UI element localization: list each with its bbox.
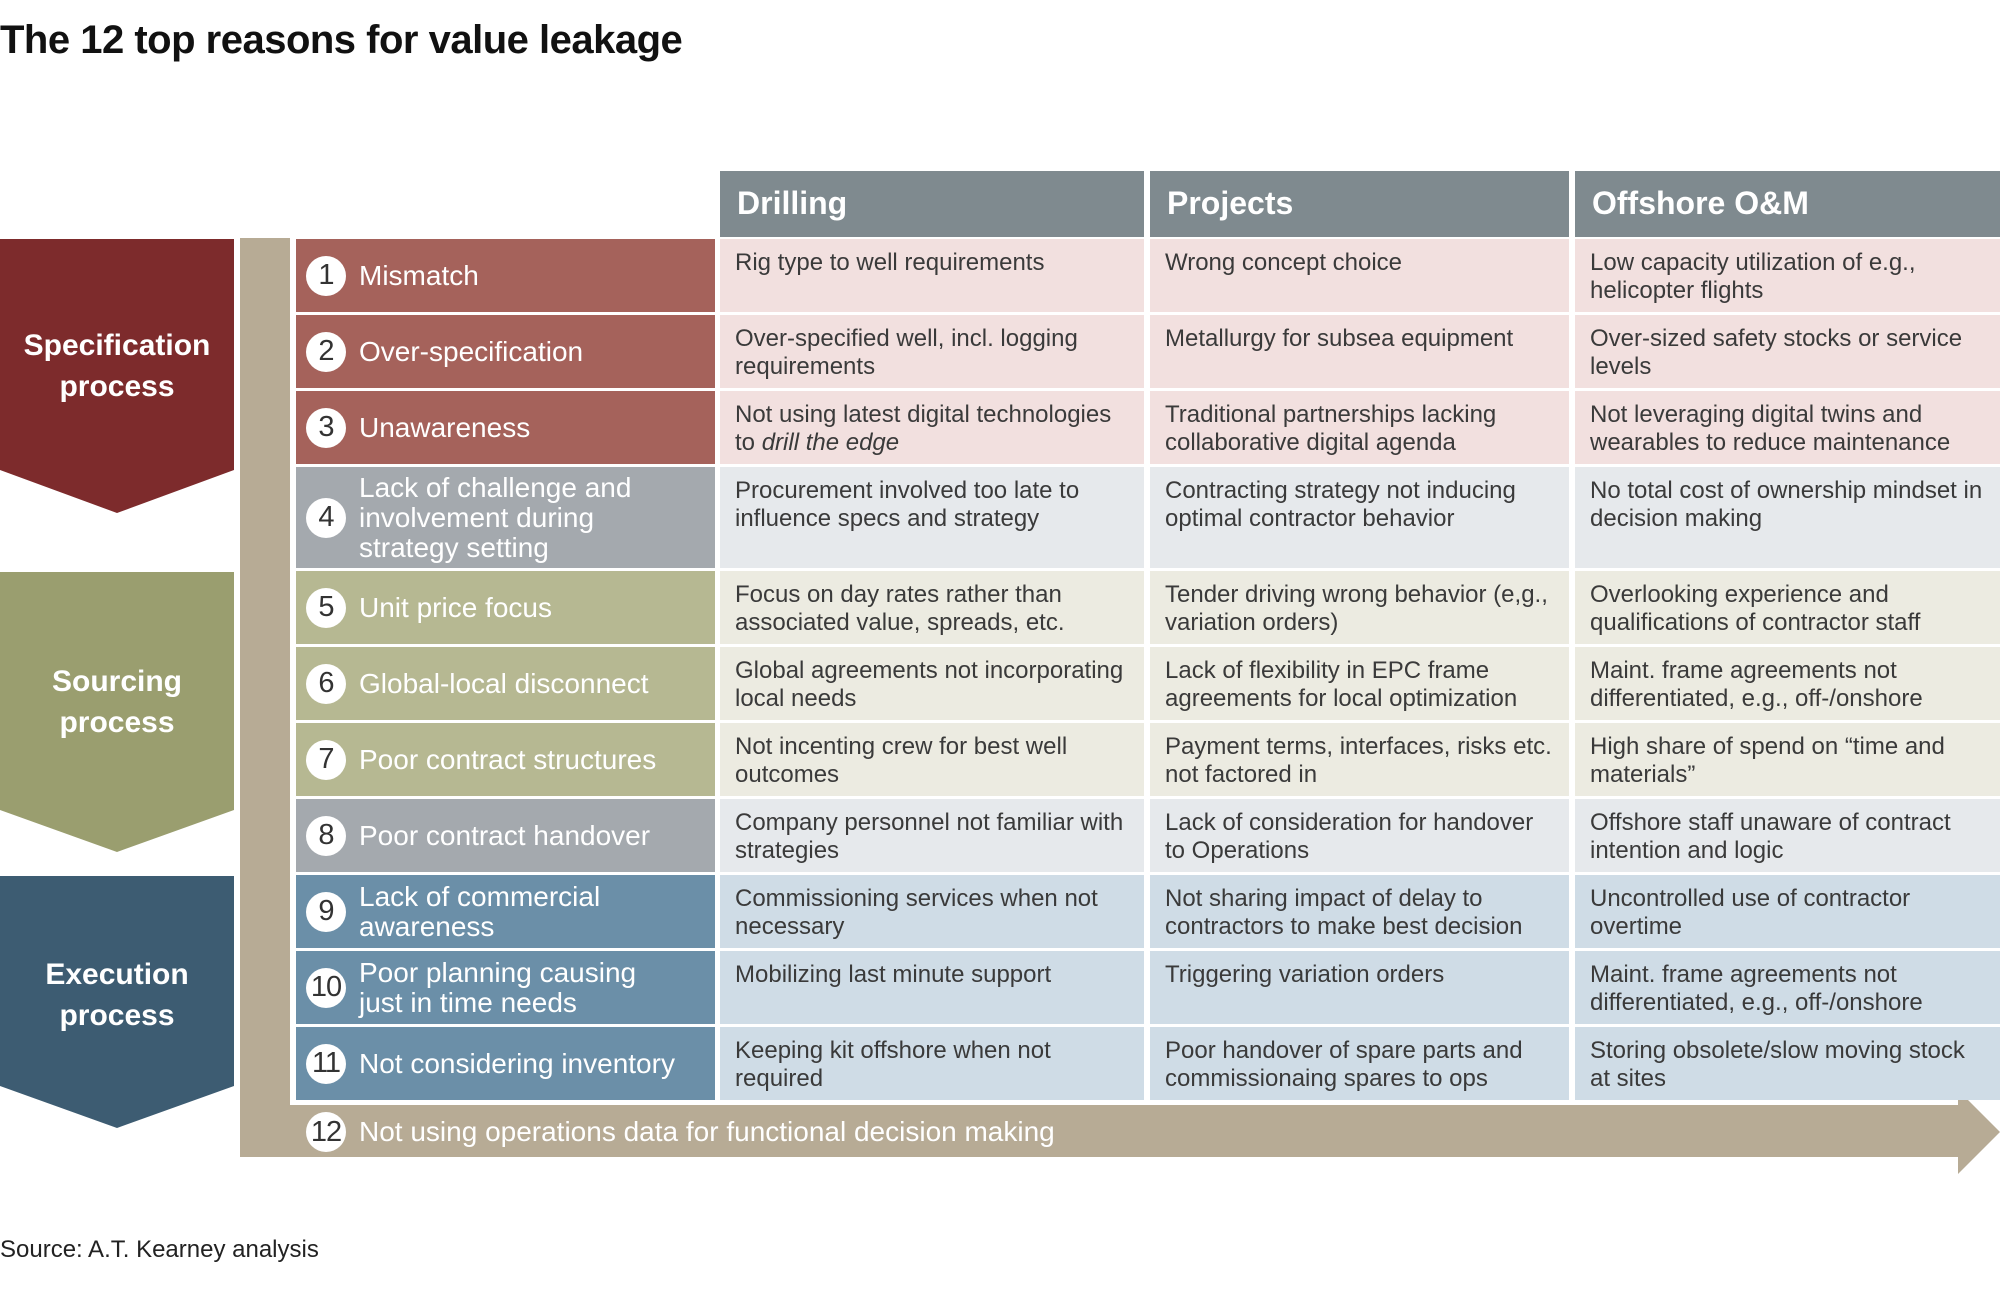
projects-cell-8: Lack of consideration for handover to Op… — [1150, 799, 1569, 872]
offshore-cell-2: Over-sized safety stocks or service leve… — [1575, 315, 2000, 388]
offshore-cell-6: Maint. frame agreements not differentiat… — [1575, 647, 2000, 720]
sourcing-phase-label: Sourcing process — [0, 661, 234, 743]
reason-row-8: 8 Poor contract handover — [296, 799, 715, 872]
column-header-offshore: Offshore O&M — [1575, 171, 2000, 237]
drilling-cell-3-emphasis: drill the edge — [761, 429, 900, 456]
reason-number-10: 10 — [306, 967, 346, 1008]
reason-row-9: 9 Lack of commercial awareness — [296, 875, 715, 948]
reason-row-1: 1 Mismatch — [296, 239, 715, 312]
specification-phase-label: Specification process — [0, 325, 234, 407]
reason-row-2: 2 Over-specification — [296, 315, 715, 388]
reason-label-10: Poor planning causing just in time needs — [359, 956, 637, 1018]
reason-number-11: 11 — [306, 1043, 346, 1084]
execution-phase-label: Execution process — [0, 954, 234, 1036]
reason-number-6: 6 — [306, 663, 346, 704]
reason-label-12: Not using operations data for functional… — [359, 1116, 1055, 1147]
reason-number-3: 3 — [306, 407, 346, 448]
sourcing-label-line2: process — [59, 706, 175, 739]
drilling-cell-3-text: Not using latest digital technologies to — [735, 401, 1112, 456]
execution-label-line1: Execution — [45, 958, 189, 991]
reason-number-7: 7 — [306, 739, 346, 780]
reason-row-12: 12 Not using operations data for functio… — [306, 1112, 1055, 1152]
offshore-cell-8: Offshore staff unaware of contract inten… — [1575, 799, 2000, 872]
offshore-cell-3: Not leveraging digital twins and wearabl… — [1575, 391, 2000, 464]
offshore-cell-11: Storing obsolete/slow moving stock at si… — [1575, 1027, 2000, 1100]
projects-cell-10: Triggering variation orders — [1150, 951, 1569, 1024]
projects-cell-6: Lack of flexibility in EPC frame agreeme… — [1150, 647, 1569, 720]
sourcing-phase-arrow — [0, 572, 234, 852]
reason-row-11: 11 Not considering inventory — [296, 1027, 715, 1100]
execution-label-line2: process — [59, 999, 175, 1032]
reason-row-5: 5 Unit price focus — [296, 571, 715, 644]
reason-number-2: 2 — [306, 331, 346, 372]
offshore-cell-5: Overlooking experience and qualification… — [1575, 571, 2000, 644]
reason-label-2: Over-specification — [359, 335, 584, 367]
projects-cell-1: Wrong concept choice — [1150, 239, 1569, 312]
projects-cell-11: Poor handover of spare parts and commiss… — [1150, 1027, 1569, 1100]
reason-number-9: 9 — [306, 891, 346, 932]
specification-label-line2: process — [59, 370, 175, 403]
reason-number-1: 1 — [306, 255, 346, 296]
projects-cell-9: Not sharing impact of delay to contracto… — [1150, 875, 1569, 948]
reason-number-4: 4 — [306, 497, 346, 538]
drilling-cell-2: Over-specified well, incl. logging requi… — [720, 315, 1144, 388]
drilling-cell-4: Procurement involved too late to influen… — [720, 467, 1144, 568]
reason-row-10: 10 Poor planning causing just in time ne… — [296, 951, 715, 1024]
drilling-cell-10: Mobilizing last minute support — [720, 951, 1144, 1024]
offshore-cell-1: Low capacity utilization of e.g., helico… — [1575, 239, 2000, 312]
reason-number-5: 5 — [306, 587, 346, 628]
drilling-cell-8: Company personnel not familiar with stra… — [720, 799, 1144, 872]
specification-label-line1: Specification — [23, 329, 211, 362]
reason-label-5: Unit price focus — [359, 591, 552, 623]
reason-number-8: 8 — [306, 815, 346, 856]
reason-label-6: Global-local disconnect — [359, 667, 649, 699]
reason-row-6: 6 Global-local disconnect — [296, 647, 715, 720]
offshore-cell-10: Maint. frame agreements not differentiat… — [1575, 951, 2000, 1024]
reason-label-9: Lack of commercial awareness — [359, 880, 601, 942]
offshore-cell-7: High share of spend on “time and materia… — [1575, 723, 2000, 796]
drilling-cell-7: Not incenting crew for best well outcome… — [720, 723, 1144, 796]
drilling-cell-3: Not using latest digital technologies to… — [720, 391, 1144, 464]
execution-phase-arrow — [0, 876, 234, 1128]
reason-label-7: Poor contract structures — [359, 743, 657, 775]
reason-label-1: Mismatch — [359, 259, 479, 291]
drilling-cell-11: Keeping kit offshore when not required — [720, 1027, 1144, 1100]
reason-row-3: 3 Unawareness — [296, 391, 715, 464]
reason-number-12: 12 — [306, 1112, 346, 1152]
projects-cell-7: Payment terms, interfaces, risks etc. no… — [1150, 723, 1569, 796]
reason-label-4: Lack of challenge and involvement during… — [359, 471, 632, 563]
drilling-cell-6: Global agreements not incorporating loca… — [720, 647, 1144, 720]
source-note: Source: A.T. Kearney analysis — [0, 1236, 319, 1263]
reason-label-8: Poor contract handover — [359, 819, 651, 851]
column-header-projects: Projects — [1150, 171, 1569, 237]
page-title: The 12 top reasons for value leakage — [0, 18, 683, 62]
drilling-cell-9: Commissioning services when not necessar… — [720, 875, 1144, 948]
column-header-drilling: Drilling — [720, 171, 1144, 237]
reason-row-4: 4 Lack of challenge and involvement duri… — [296, 467, 715, 568]
projects-cell-2: Metallurgy for subsea equipment — [1150, 315, 1569, 388]
drilling-cell-5: Focus on day rates rather than associate… — [720, 571, 1144, 644]
projects-cell-3: Traditional partnerships lacking collabo… — [1150, 391, 1569, 464]
sourcing-label-line1: Sourcing — [51, 665, 182, 698]
offshore-cell-4: No total cost of ownership mindset in de… — [1575, 467, 2000, 568]
projects-cell-4: Contracting strategy not inducing optima… — [1150, 467, 1569, 568]
reason-row-7: 7 Poor contract structures — [296, 723, 715, 796]
specification-phase-arrow — [0, 239, 234, 513]
reason-label-3: Unawareness — [359, 411, 531, 443]
reason-label-11: Not considering inventory — [359, 1047, 675, 1079]
projects-cell-5: Tender driving wrong behavior (e,g., var… — [1150, 571, 1569, 644]
offshore-cell-9: Uncontrolled use of contractor overtime — [1575, 875, 2000, 948]
drilling-cell-1: Rig type to well requirements — [720, 239, 1144, 312]
